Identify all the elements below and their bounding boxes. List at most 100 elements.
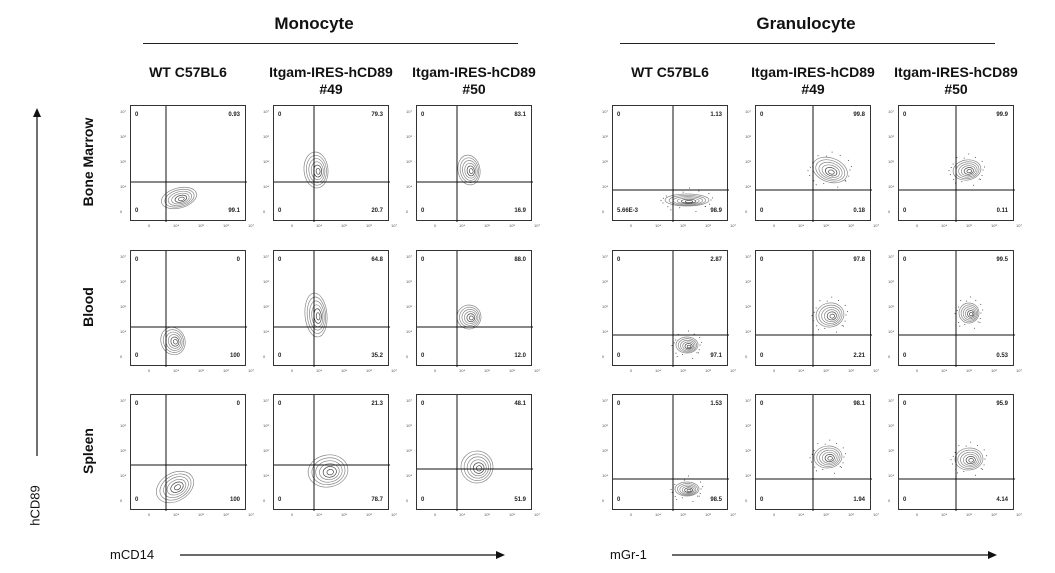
event-dot [849, 169, 851, 171]
event-dot [673, 342, 675, 344]
quadrant-value-ll: 0 [421, 497, 425, 503]
y-tick-label: 10⁶ [263, 423, 270, 428]
x-tick-label: 0 [434, 368, 437, 373]
event-dot [842, 462, 844, 464]
contour-ring [818, 161, 843, 180]
quadrant-value-ul: 0 [903, 401, 907, 407]
quadrant-value-ll: 0 [617, 353, 621, 359]
quadrant-value-ur: 0 [236, 257, 240, 263]
quadrant-value-lr: 4.14 [996, 497, 1008, 503]
contour-ring [170, 336, 180, 347]
event-dot [665, 195, 667, 197]
x-tick-label: 10⁷ [730, 512, 736, 517]
x-tick-label: 10⁶ [509, 512, 516, 517]
contour-ring [680, 198, 697, 204]
event-dot [983, 464, 985, 466]
contour-ring [964, 308, 976, 320]
column-header: WT C57BL6 [108, 64, 268, 81]
contour-plot [274, 395, 390, 511]
event-dot [836, 331, 838, 333]
x-tick-label: 10⁵ [484, 512, 491, 517]
contour-ring [322, 466, 337, 478]
quadrant-value-ur: 88.0 [514, 257, 526, 263]
x-tick-label: 10⁶ [848, 223, 855, 228]
y-tick-label: 0 [263, 209, 266, 214]
y-tick-label: 10⁴ [888, 329, 895, 334]
event-dot [952, 163, 954, 165]
contour-ring [815, 159, 846, 182]
y-tick-label: 10⁴ [263, 473, 270, 478]
event-dot [848, 175, 850, 177]
contour-plot [899, 106, 1015, 222]
row-label: Bone Marrow [80, 117, 96, 207]
event-dot [688, 187, 690, 189]
event-dot [845, 180, 847, 182]
y-tick-label: 10⁶ [120, 134, 127, 139]
y-tick-label: 10⁶ [888, 423, 895, 428]
event-dot [979, 179, 981, 181]
contour-ring [824, 309, 839, 323]
contour-ring [966, 169, 972, 174]
event-dot [845, 453, 847, 455]
event-dot [844, 179, 846, 181]
y-tick-label: 10⁷ [120, 254, 126, 259]
event-dot [704, 205, 706, 207]
y-tick-label: 10⁶ [888, 134, 895, 139]
x-tick-label: 10⁷ [873, 368, 879, 373]
contour-ring [826, 311, 837, 321]
x-tick-label: 10⁴ [173, 512, 180, 517]
contour-ring [681, 486, 695, 494]
event-dot [829, 439, 831, 441]
quadrant-value-ur: 98.1 [853, 401, 865, 407]
event-dot [968, 153, 970, 155]
contour-ring [319, 463, 340, 481]
quadrant-value-lr: 16.9 [514, 208, 526, 214]
flow-plot-panel: 0 98.1 0 1.94 [755, 394, 872, 511]
event-dot [815, 184, 817, 186]
x-tick-label: 0 [291, 223, 294, 228]
contour-ring [315, 167, 321, 175]
contour-ring [960, 304, 979, 322]
event-dot [671, 491, 673, 493]
x-tick-label: 0 [773, 368, 776, 373]
event-dot [963, 471, 965, 473]
quadrant-value-ur: 99.5 [996, 257, 1008, 263]
y-tick-label: 0 [406, 209, 409, 214]
y-tick-label: 10⁶ [888, 279, 895, 284]
x-tick-label: 0 [291, 512, 294, 517]
contour-ring [954, 447, 984, 471]
contour-plot [899, 395, 1015, 511]
flow-plot-panel: 0 48.1 0 51.9 [416, 394, 533, 511]
quadrant-value-ul: 0 [278, 401, 282, 407]
contour-ring [824, 167, 838, 177]
event-dot [826, 300, 828, 302]
flow-plot-panel: 0 97.8 0 2.21 [755, 250, 872, 367]
column-header-line1: WT C57BL6 [631, 64, 709, 80]
contour-ring [677, 483, 698, 496]
event-dot [981, 468, 983, 470]
y-tick-label: 10⁷ [745, 398, 751, 403]
x-tick-label: 10⁶ [223, 512, 230, 517]
y-tick-label: 10⁵ [602, 448, 609, 453]
contour-ring [167, 334, 181, 349]
quadrant-value-ur: 99.9 [996, 112, 1008, 118]
x-tick-label: 0 [148, 512, 151, 517]
contour-ring [969, 312, 974, 317]
quadrant-value-lr: 12.0 [514, 353, 526, 359]
x-tick-label: 10⁵ [680, 223, 687, 228]
event-dot [708, 193, 710, 195]
column-header: WT C57BL6 [590, 64, 750, 81]
y-tick-label: 10⁶ [263, 279, 270, 284]
column-header-line1: Itgam-IRES-hCD89 [751, 64, 875, 80]
event-dot [839, 155, 841, 157]
x-tick-label: 10⁶ [705, 223, 712, 228]
quadrant-value-ll: 0 [760, 497, 764, 503]
event-dot [670, 489, 672, 491]
event-dot [979, 322, 981, 324]
event-dot [974, 156, 976, 158]
y-tick-label: 10⁴ [745, 184, 752, 189]
contour-ring [464, 311, 477, 324]
event-dot [675, 352, 677, 354]
x-tick-label: 10⁷ [391, 368, 397, 373]
event-dot [824, 443, 826, 445]
